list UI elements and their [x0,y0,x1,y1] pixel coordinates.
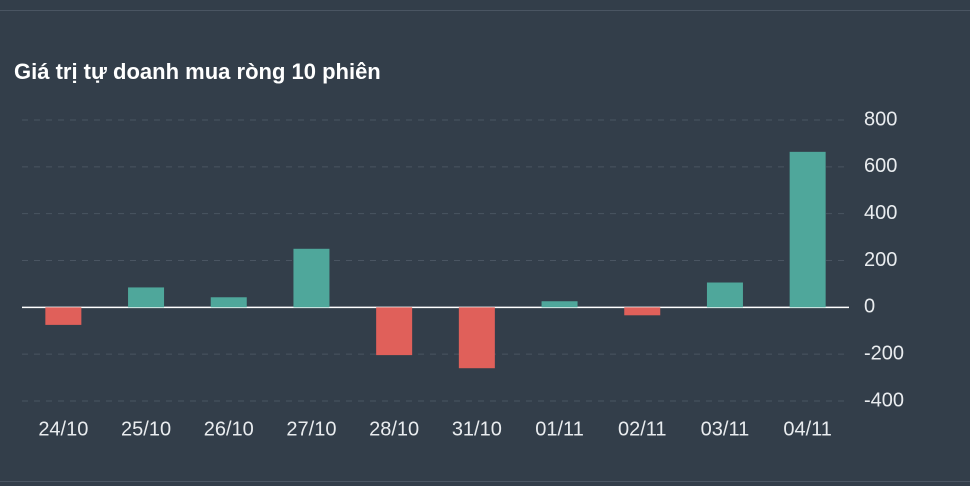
bar [45,307,82,325]
x-tick-label: 28/10 [369,418,419,440]
y-tick-label: 600 [864,155,897,177]
bar [128,287,165,308]
y-tick-label: 0 [864,296,875,318]
y-tick-label: -200 [864,342,904,364]
bar [541,301,578,308]
y-tick-label: 200 [864,249,897,271]
bar [210,297,247,308]
chart-title: Giá trị tự doanh mua ròng 10 phiên [14,59,381,84]
x-tick-label: 26/10 [204,418,254,440]
x-tick-label: 02/11 [618,418,667,440]
y-tick-label: -400 [864,389,904,411]
y-tick-label: 800 [864,108,897,130]
x-tick-label: 27/10 [286,418,336,440]
x-tick-label: 01/11 [535,418,584,440]
x-tick-label: 24/10 [38,418,88,440]
bar [789,151,826,308]
x-tick-label: 31/10 [452,418,502,440]
bar [293,248,330,308]
bar [706,282,743,308]
x-tick-label: 03/11 [701,418,750,440]
bar [458,307,495,369]
x-tick-label: 25/10 [121,418,171,440]
bar [376,307,413,356]
y-tick-label: 400 [864,202,897,224]
bar [624,307,661,316]
x-tick-label: 04/11 [783,418,832,440]
